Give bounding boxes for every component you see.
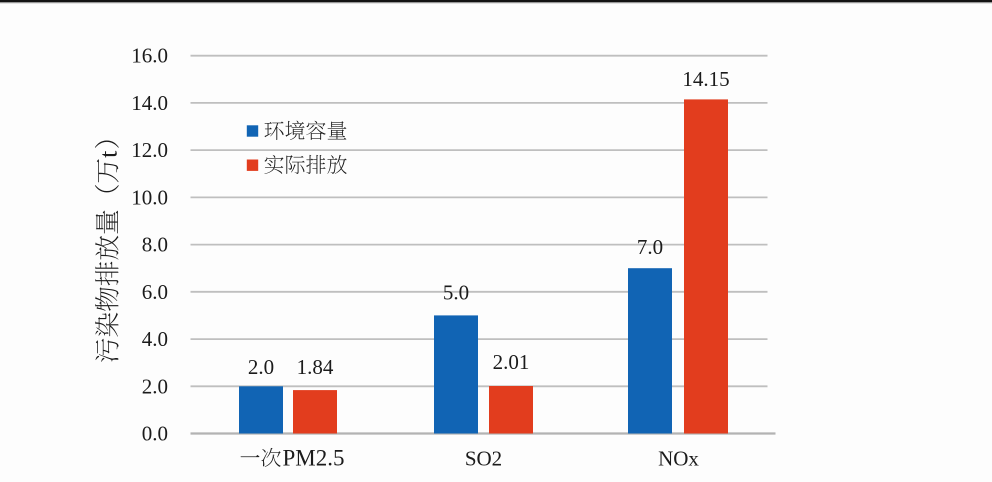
svg-text:6.0: 6.0	[142, 280, 168, 304]
svg-text:8.0: 8.0	[142, 233, 168, 257]
svg-text:12.0: 12.0	[131, 138, 168, 162]
svg-text:4.0: 4.0	[142, 327, 168, 351]
svg-text:10.0: 10.0	[131, 185, 168, 209]
svg-text:2.01: 2.01	[493, 350, 530, 374]
svg-text:16.0: 16.0	[131, 44, 168, 68]
svg-text:14.0: 14.0	[131, 91, 168, 115]
svg-text:1.84: 1.84	[297, 355, 334, 379]
svg-text:NOx: NOx	[658, 447, 699, 471]
svg-text:SO2: SO2	[465, 447, 502, 471]
svg-text:t: t	[94, 151, 123, 158]
svg-text:0.0: 0.0	[142, 422, 168, 446]
svg-text:PM2.5: PM2.5	[283, 446, 345, 471]
svg-text:2.0: 2.0	[142, 374, 168, 398]
svg-text:5.0: 5.0	[443, 281, 469, 305]
svg-text:14.15: 14.15	[682, 67, 729, 91]
svg-text:7.0: 7.0	[637, 235, 663, 259]
svg-text:2.0: 2.0	[248, 355, 274, 379]
